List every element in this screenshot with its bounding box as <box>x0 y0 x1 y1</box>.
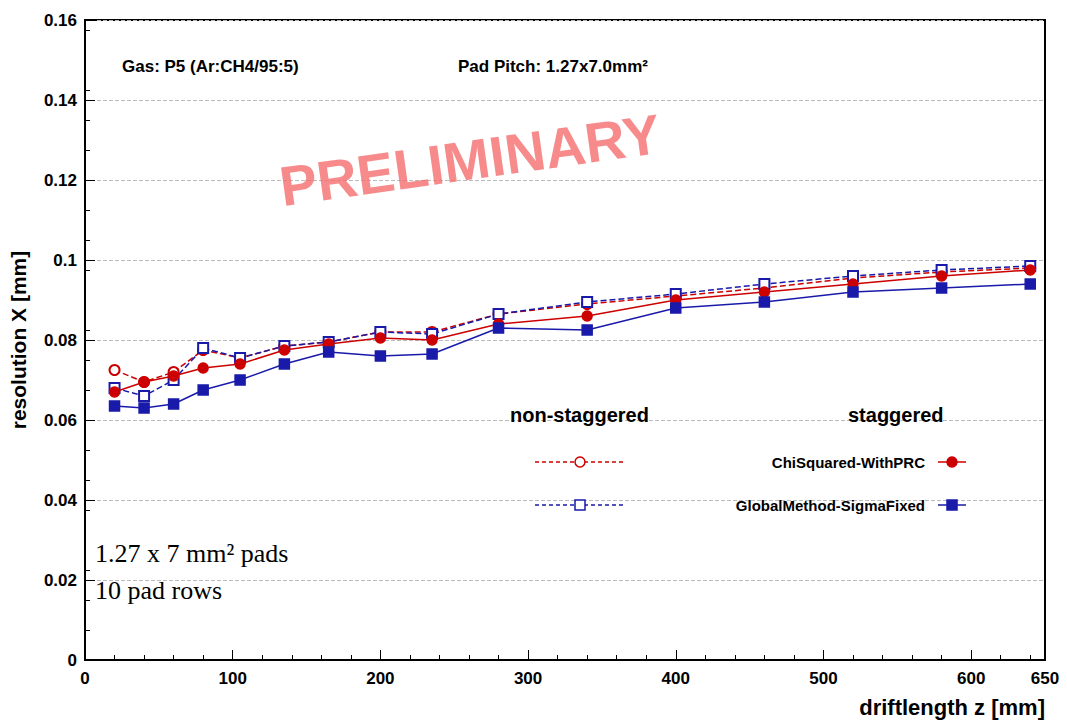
svg-text:500: 500 <box>809 669 837 688</box>
svg-text:0.14: 0.14 <box>44 91 78 110</box>
svg-text:0: 0 <box>68 651 77 670</box>
svg-text:GlobalMethod-SigmaFixed: GlobalMethod-SigmaFixed <box>736 497 925 514</box>
svg-text:non-staggered: non-staggered <box>510 404 649 426</box>
svg-text:0.02: 0.02 <box>44 571 77 590</box>
svg-text:Pad Pitch: 1.27x7.0mm²: Pad Pitch: 1.27x7.0mm² <box>458 57 648 76</box>
svg-text:driftlength z [mm]: driftlength z [mm] <box>859 695 1045 720</box>
svg-text:300: 300 <box>514 669 542 688</box>
svg-text:PRELIMINARY: PRELIMINARY <box>276 102 665 218</box>
svg-text:Gas: P5 (Ar:CH4/95:5): Gas: P5 (Ar:CH4/95:5) <box>122 57 299 76</box>
svg-text:0.04: 0.04 <box>44 491 78 510</box>
svg-text:1.27 x 7 mm² pads: 1.27 x 7 mm² pads <box>95 539 288 568</box>
svg-text:resolution X [mm]: resolution X [mm] <box>7 251 30 430</box>
svg-text:0.12: 0.12 <box>44 171 77 190</box>
svg-text:200: 200 <box>366 669 394 688</box>
svg-text:staggered: staggered <box>848 404 944 426</box>
svg-text:0.06: 0.06 <box>44 411 77 430</box>
svg-text:100: 100 <box>219 669 247 688</box>
svg-text:0.08: 0.08 <box>44 331 77 350</box>
svg-text:0: 0 <box>80 669 89 688</box>
svg-text:600: 600 <box>957 669 985 688</box>
svg-text:0.16: 0.16 <box>44 11 77 30</box>
svg-text:0.1: 0.1 <box>53 251 77 270</box>
svg-text:10 pad rows: 10 pad rows <box>95 576 222 605</box>
svg-text:400: 400 <box>662 669 690 688</box>
svg-text:ChiSquared-WithPRC: ChiSquared-WithPRC <box>772 454 925 471</box>
svg-text:650: 650 <box>1031 669 1059 688</box>
